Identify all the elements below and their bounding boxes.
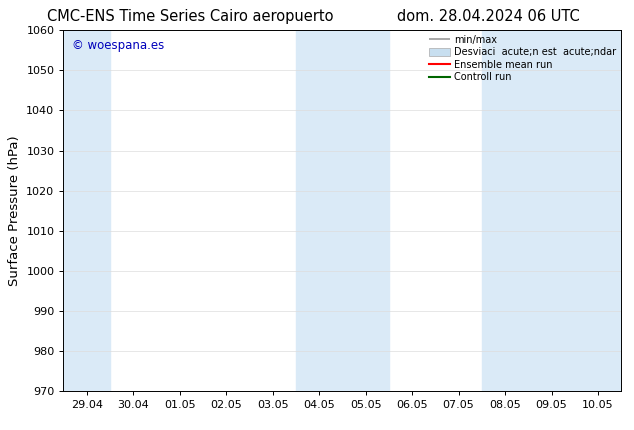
- Bar: [63, 30, 110, 391]
- Text: dom. 28.04.2024 06 UTC: dom. 28.04.2024 06 UTC: [397, 9, 579, 24]
- Text: CMC-ENS Time Series Cairo aeropuerto: CMC-ENS Time Series Cairo aeropuerto: [47, 9, 333, 24]
- Bar: [296, 30, 389, 391]
- Bar: [482, 30, 621, 391]
- Text: © woespana.es: © woespana.es: [72, 39, 164, 52]
- Legend: min/max, Desviaci  acute;n est  acute;ndar, Ensemble mean run, Controll run: min/max, Desviaci acute;n est acute;ndar…: [427, 33, 618, 84]
- Y-axis label: Surface Pressure (hPa): Surface Pressure (hPa): [8, 135, 21, 286]
